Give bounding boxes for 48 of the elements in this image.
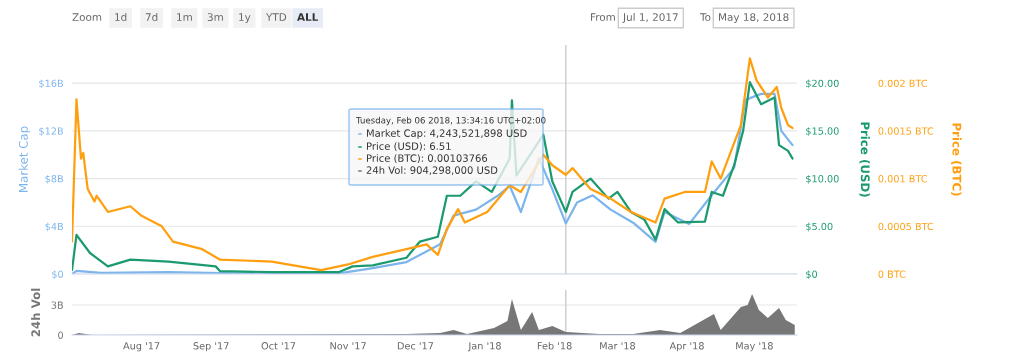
x-tick-label: May '18 [736, 342, 773, 352]
text: Jul 1, 2017 [622, 12, 678, 23]
y-tick-label: $12B [39, 127, 63, 136]
y3-tick-label: 0 BTC [878, 270, 906, 278]
text: YTD [265, 13, 287, 21]
y-tick-label: $16B [39, 79, 63, 89]
text: May 18, 2018 [719, 13, 789, 24]
x-tick-label: Nov '17 [330, 342, 366, 350]
annotation: Price (USD): 6.51 [366, 142, 451, 152]
y2-axis-title: Price (USD) [859, 122, 870, 197]
y2-tick-label: $20.00 [806, 79, 839, 89]
y3-tick-label: 0.001 BTC [878, 175, 928, 183]
y2-tick-label: $5.00 [806, 222, 833, 232]
x-tick-label: Sep '17 [193, 342, 229, 352]
x-tick-label: Feb '18 [537, 341, 572, 350]
y-tick-label: 3B [51, 301, 63, 309]
x-tick-label: Aug '17 [123, 342, 160, 352]
y3-tick-label: 0.0015 BTC [878, 127, 934, 135]
y-tick-label: $4B [45, 222, 63, 232]
y2-tick-label: $0 [806, 270, 818, 280]
x-tick-label: Jan '18 [467, 342, 501, 352]
text: Zoom [72, 13, 102, 22]
y-tick-label: $0 [52, 270, 64, 280]
text: To [699, 13, 711, 22]
annotation: Tuesday, Feb 06 2018, 13:34:16 UTC+02:00 [355, 116, 546, 126]
x-tick-label: Dec '17 [397, 342, 434, 350]
y-tick-label: 0 [58, 331, 64, 339]
y-axis-title: Market Cap [18, 126, 31, 192]
x-tick-label: Oct '17 [261, 342, 296, 350]
annotation: Price (BTC): 0.00103766 [366, 154, 488, 164]
y-axis-title: 24h Vol [31, 288, 41, 337]
x-tick-label: Apr '18 [669, 342, 704, 352]
text: From [591, 13, 615, 22]
y3-tick-label: 0.002 BTC [878, 79, 928, 87]
y2-tick-label: $15.00 [806, 127, 839, 136]
annotation: 24h Vol: 904,298,000 USD [366, 166, 498, 175]
text: 1y [239, 13, 251, 24]
text: 7d [145, 12, 158, 22]
text: 1d [115, 12, 127, 22]
x-tick-label: Mar '18 [600, 342, 636, 350]
text: 1m [177, 13, 192, 21]
y-tick-label: $8B [45, 174, 63, 184]
y3-tick-label: 0.0005 BTC [878, 222, 934, 231]
text: 3m [207, 13, 223, 22]
text: ALL [297, 13, 319, 21]
y2-tick-label: $10.00 [806, 174, 839, 184]
annotation: Market Cap: 4,243,521,898 USD [366, 129, 527, 139]
y3-axis-title: Price (BTC) [951, 123, 962, 196]
